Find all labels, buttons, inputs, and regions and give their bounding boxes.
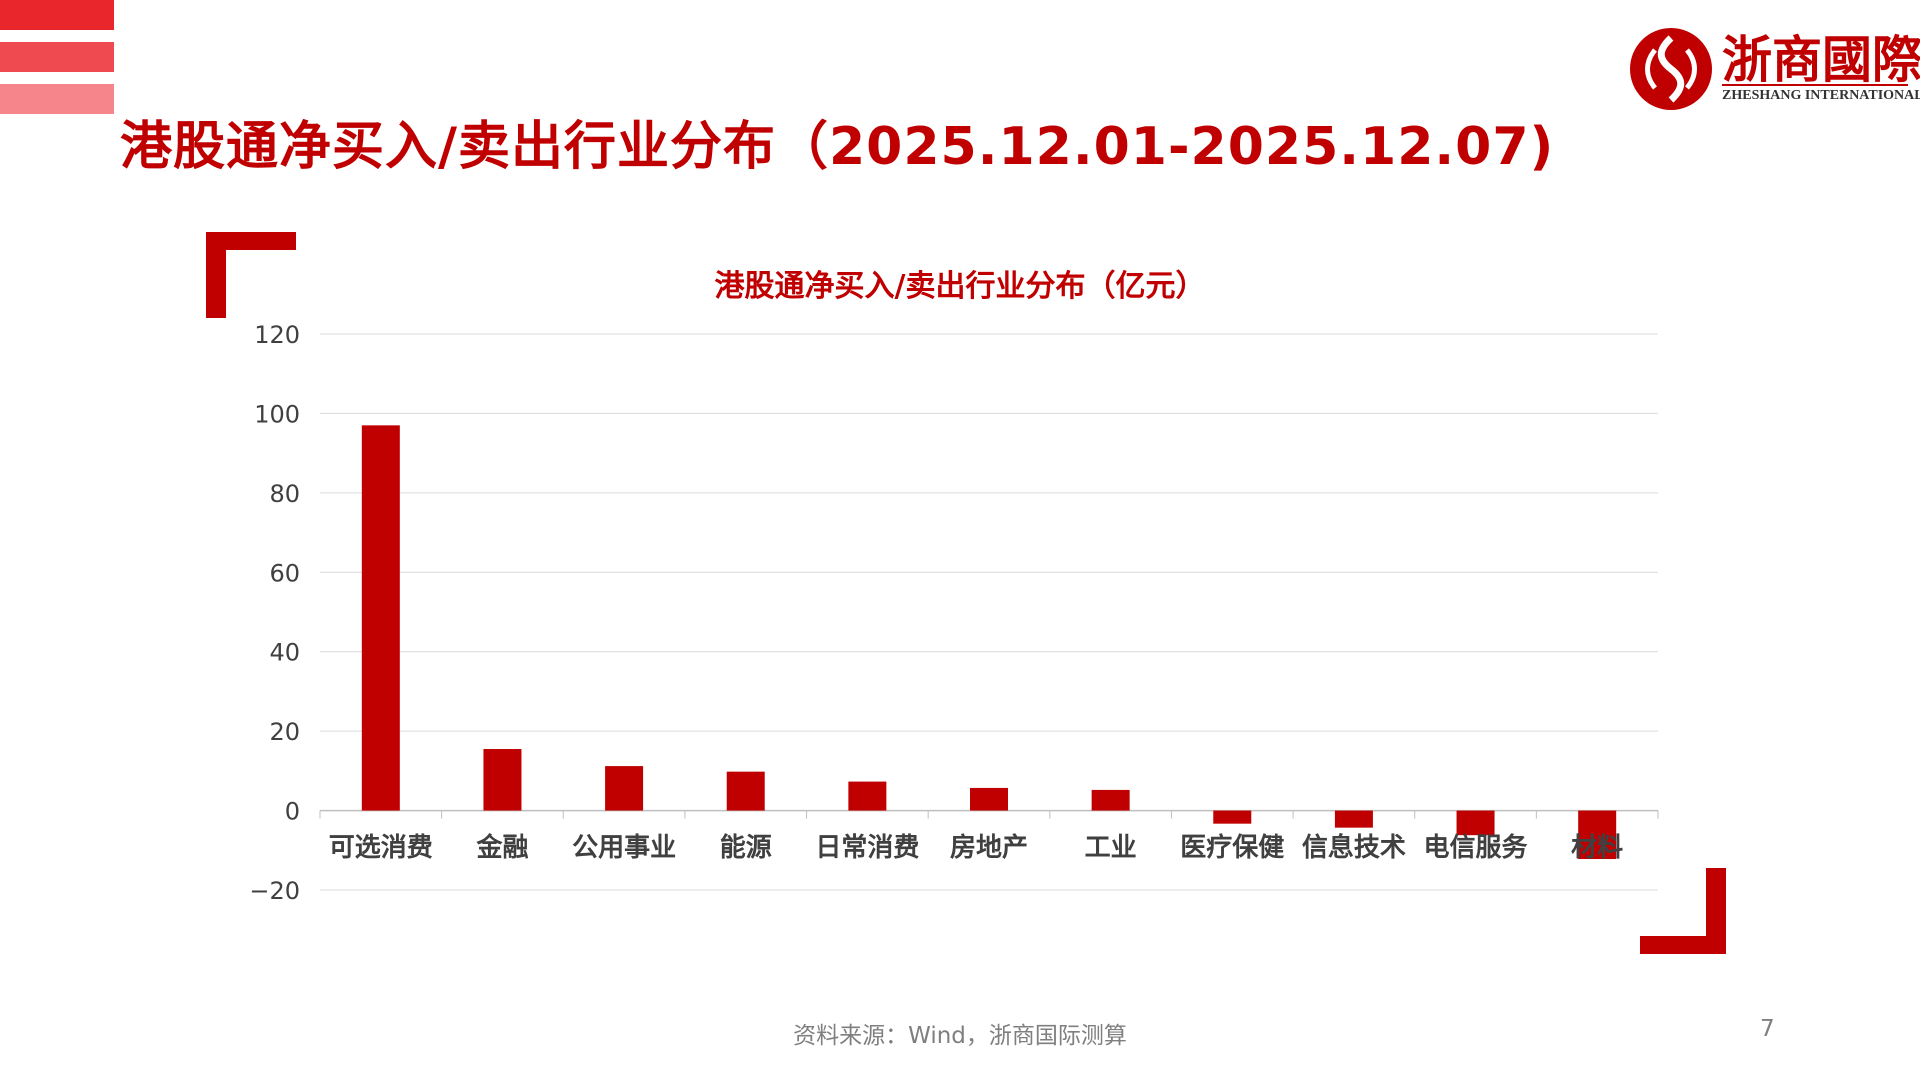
decor-stripe-top [0, 0, 114, 30]
decor-stripe-middle [0, 42, 114, 72]
logo-chinese-name: 浙商國際 [1722, 30, 1920, 89]
logo-english-name: ZHESHANG INTERNATIONAL [1722, 88, 1920, 103]
logo-divider [1722, 84, 1908, 86]
y-tick-label: 60 [269, 559, 300, 587]
slide-title: 港股通净买入/卖出行业分布（2025.12.01-2025.12.07) [120, 117, 1555, 177]
x-category-label: 信息技术 [1302, 832, 1406, 863]
x-axis-labels: 可选消费 金融 公用事业 能源 日常消费 房地产 工业 医疗保健 信息技术 电信服务 材料 [329, 832, 1623, 863]
bar-9 [1456, 810, 1495, 836]
bracket-bottom-right-horizontal [1640, 936, 1726, 954]
decor-stripe-bottom [0, 84, 114, 114]
x-category-label: 工业 [1085, 833, 1137, 863]
y-tick-label: 40 [269, 639, 300, 667]
y-tick-label: −20 [249, 877, 300, 905]
x-category-label: 可选消费 [329, 833, 433, 863]
x-category-label: 房地产 [950, 833, 1028, 863]
y-tick-label: 100 [254, 400, 300, 428]
bracket-bottom-right-vertical [1706, 868, 1726, 954]
company-logo: 浙商國際 ZHESHANG INTERNATIONAL [1628, 20, 1920, 110]
x-category-label: 能源 [720, 832, 772, 863]
logo-emblem-icon [1630, 28, 1712, 110]
x-category-label: 医疗保健 [1180, 832, 1284, 863]
bar-7 [1213, 810, 1252, 824]
bar-3 [726, 771, 765, 811]
bracket-top-left-horizontal [206, 232, 296, 250]
bar-8 [1334, 810, 1373, 828]
bar-6 [1091, 789, 1130, 811]
page-number: 7 [1760, 1016, 1775, 1042]
x-category-label: 材料 [1571, 833, 1623, 863]
bar-5 [970, 787, 1008, 811]
bar-10 [1578, 810, 1617, 860]
chart-title: 港股通净买入/卖出行业分布（亿元） [715, 269, 1206, 304]
bar-4 [848, 781, 887, 811]
y-axis-ticks: 120 100 80 60 40 20 0 −20 [249, 321, 300, 905]
bar-1 [483, 749, 522, 811]
x-category-label: 金融 [475, 832, 528, 863]
x-category-label: 日常消费 [815, 833, 919, 863]
y-tick-label: 120 [254, 321, 300, 349]
x-category-label: 公用事业 [572, 833, 676, 863]
bar-0 [361, 425, 400, 811]
y-tick-label: 20 [269, 718, 300, 746]
bracket-top-left-vertical [206, 232, 226, 318]
y-tick-label: 80 [269, 480, 300, 508]
x-category-label: 电信服务 [1424, 833, 1528, 863]
y-tick-label: 0 [285, 798, 300, 826]
bars [361, 425, 1617, 860]
bar-2 [605, 766, 644, 811]
source-note: 资料来源：Wind，浙商国际测算 [793, 1023, 1127, 1049]
